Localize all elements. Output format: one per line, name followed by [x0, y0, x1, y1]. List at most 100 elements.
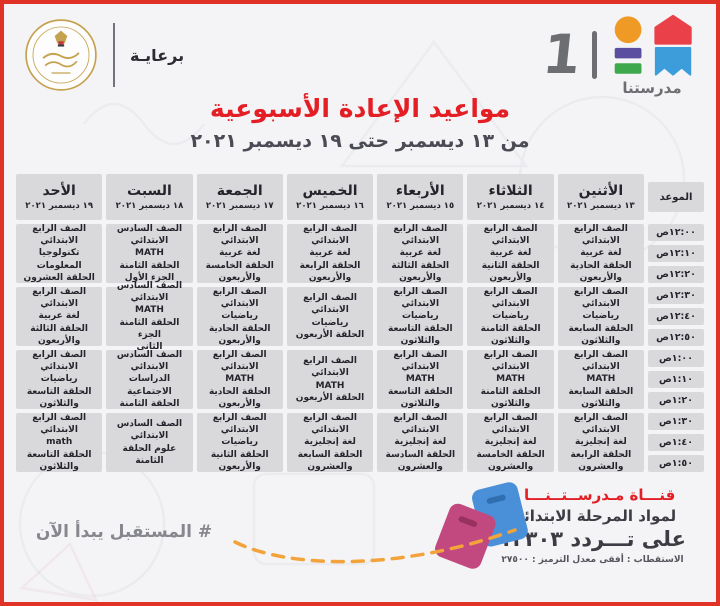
schedule-cell: الصف السادس الابتدائي MATH الحلقة الثامنة …	[106, 281, 193, 352]
schedule-cell: الصف الرابع الابتدائي لغة إنجليزية الحلقة …	[557, 413, 644, 472]
lesson-line: الصف الرابع الابتدائي	[393, 224, 448, 247]
logo-divider-bar	[592, 31, 597, 79]
lesson-line: الحلقة السابعة والثلاثون	[568, 323, 634, 346]
day-name: الخميس	[302, 183, 358, 199]
schedule-cell: الصف الرابع الابتدائي رياضيات الحلقة الحاد…	[196, 287, 283, 346]
day-header: الأربعاء ١٥ ديسمبر ٢٠٢١	[377, 174, 464, 220]
day-date: ١٣ ديسمبر ٢٠٢١	[567, 201, 635, 211]
lesson-line: الصف الرابع الابتدائي	[303, 413, 357, 436]
time-slot-cell: ١٢:٣٠ص	[648, 287, 704, 304]
lesson-line: الصف الرابع الابتدائي	[483, 287, 538, 310]
schedule-cell: الصف الرابع الابتدائي رياضيات الحلقة الثان…	[196, 413, 283, 472]
lesson-line: الحلقة الأربعون	[295, 329, 365, 340]
lesson-line: تكنولوجيا المعلومات	[36, 248, 82, 271]
schedule-cell: الصف الرابع الابتدائي لغة إنجليزية الحلقة …	[377, 413, 464, 472]
lesson-line: علوم الحلقة الثامنة	[122, 443, 177, 466]
svg-text:MINISTRY OF EDUCATION AND TECH: MINISTRY OF EDUCATION AND TECHNICAL EDUC…	[24, 18, 27, 20]
hashtag-slogan: # المستقبل يبدأ الآن	[35, 522, 213, 542]
lesson-line: رياضيات	[582, 311, 620, 322]
madrasetna-logo-shapes-block: مدرستنا	[608, 14, 696, 97]
time-slot-cell: ١:٤٠ص	[648, 434, 704, 451]
schedule-cell: الصف الرابع الابتدائي رياضيات الحلقة الثام…	[467, 287, 554, 346]
time-slot-cell: ١:١٠ص	[648, 371, 704, 388]
lesson-line: لغة إنجليزية	[394, 437, 447, 448]
lesson-line: الصف الرابع الابتدائي	[303, 224, 357, 247]
day-date: ١٧ ديسمبر ٢٠٢١	[205, 201, 274, 211]
schedule-cell: الصف الرابع الابتدائي رياضيات الحلقة التاس…	[377, 287, 464, 346]
lesson-line: الحلقة السابعة والعشرون	[297, 449, 363, 472]
lesson-line: رياضيات	[221, 437, 259, 448]
lesson-line: الصف الرابع الابتدائي	[483, 413, 538, 436]
lesson-line: الصف السادس الابتدائي	[116, 224, 183, 247]
lesson-line: الصف الرابع الابتدائي	[573, 350, 628, 373]
schedule-table: الموعد الأثنين ١٣ ديسمبر ٢٠٢١ الثلاثاء ١٤ دي…	[16, 174, 704, 472]
lesson-line: لغة عربية	[309, 248, 351, 259]
lesson-line: الصف الرابع الابتدائي	[303, 293, 357, 316]
schedule-cell: الصف الرابع الابتدائي MATH الحلقة الأربعون	[286, 350, 374, 409]
time-slot-cell: ١٢:٠٠ص	[648, 224, 704, 241]
lesson-line: الصف الرابع الابتدائي	[393, 350, 448, 373]
lesson-line: الحلقة الثامنة والثلاثون	[480, 323, 541, 346]
page-title: مواعيد الإعادة الأسبوعية	[209, 94, 511, 123]
lesson-line: الصف السادس الابتدائي	[116, 350, 183, 373]
time-slot-cell: ١٢:٢٠ص	[648, 266, 704, 283]
schedule-cell: الصف الرابع الابتدائي تكنولوجيا المعلومات…	[16, 224, 103, 283]
day-date: ١٦ ديسمبر ٢٠٢١	[296, 201, 364, 211]
day-header: الأحد ١٩ ديسمبر ٢٠٢١	[16, 174, 103, 220]
lesson-line: الحلقة السابعة والثلاثون	[568, 386, 634, 409]
madrasetna-logo: مدرستنا 1	[540, 14, 696, 97]
lesson-line: الحلقة الثامنة	[119, 260, 180, 271]
time-column-header: الموعد	[648, 182, 704, 212]
time-slot-cell: ١٢:٥٠ص	[648, 329, 704, 346]
schedule-cell: الصف الرابع الابتدائي لغة عربية الحلقة الث…	[467, 224, 554, 283]
lesson-line: math	[46, 437, 73, 448]
day-date: ١٨ ديسمبر ٢٠٢١	[115, 201, 184, 211]
lesson-line: الثاني	[136, 341, 163, 352]
lesson-line: الصف الرابع الابتدائي	[393, 413, 448, 436]
lesson-line: الحلقة الثالثة والأربعون	[391, 260, 450, 283]
lesson-line: الحلقة الخامسة	[476, 449, 545, 460]
lesson-line: لغة عربية	[580, 248, 622, 259]
schedule-cell: الصف الرابع الابتدائي لغة عربية الحلقة الر…	[286, 224, 374, 283]
lesson-line: الحلقة الثامنة الجزء	[119, 317, 180, 340]
lesson-line: الصف الرابع الابتدائي	[32, 413, 87, 436]
lesson-line: والعشرون	[397, 461, 443, 472]
lesson-line: الحلقة الرابعة والعشرون	[570, 449, 632, 472]
day-header: الخميس ١٦ ديسمبر ٢٠٢١	[286, 174, 374, 220]
lesson-line: لغة عربية	[399, 248, 441, 259]
lesson-line: الصف الرابع الابتدائي	[573, 413, 628, 436]
lesson-line: MATH	[586, 374, 616, 385]
sponsor-label: برعايـة	[130, 45, 185, 65]
lesson-line: الحلقة التاسعة والثلاثون	[387, 386, 453, 409]
madrasetna-shapes-icon	[614, 14, 692, 76]
day-name: الأثنين	[578, 183, 624, 199]
schedule-cell: الصف الرابع الابتدائي لغة عربية الحلقة الث…	[16, 287, 103, 346]
schedule-cell: الصف الرابع الابتدائي رياضيات الحلقة الأرب…	[286, 287, 374, 346]
lesson-line: لغة عربية	[489, 248, 532, 259]
lesson-line: الصف الرابع الابتدائي	[483, 350, 538, 373]
time-slot-cell: ١:٣٠ص	[648, 413, 704, 430]
lesson-line: MATH	[405, 374, 435, 385]
lesson-line: الحلقة العشرون	[23, 272, 95, 283]
lesson-line: رياضيات	[492, 311, 529, 322]
schedule-cell: الصف الرابع الابتدائي MATH الحلقة التاسعة …	[377, 350, 464, 409]
lesson-line: لغة عربية	[38, 311, 80, 322]
day-date: ١٤ ديسمبر ٢٠٢١	[476, 201, 545, 211]
schedule-cell: الصف السادس الابتدائي MATH الحلقة الثامنة ا…	[106, 224, 193, 283]
lesson-line: MATH	[315, 380, 345, 391]
lesson-line: رياضيات	[401, 311, 439, 322]
lesson-line: لغة عربية	[219, 248, 261, 259]
schedule-cell: الصف السادس الابتدائي الدراسات الاجتماعية…	[106, 350, 193, 409]
lesson-line: الصف السادس الابتدائي	[116, 419, 183, 442]
channel-technical-details: الاستقطاب : أفقى معدل الترميز : ٢٧٥٠٠	[501, 555, 684, 565]
day-name: الأحد	[42, 183, 76, 199]
lesson-line: رياضيات	[40, 374, 78, 385]
schedule-cell: الصف الرابع الابتدائي رياضيات الحلقة التاس…	[16, 350, 103, 409]
lesson-line: الحلقة الخامسة والأربعون	[205, 260, 274, 283]
day-name: الجمعة	[216, 183, 263, 199]
lesson-line: الصف الرابع الابتدائي	[212, 224, 267, 247]
lesson-line: الحلقة الثامنة	[119, 398, 180, 409]
lesson-line: الحلقة الحادية والأربعون	[208, 323, 271, 346]
lesson-line: الصف الرابع الابتدائي	[573, 224, 628, 247]
channel-audience: لمواد المرحلة الابتدائية	[508, 507, 677, 525]
